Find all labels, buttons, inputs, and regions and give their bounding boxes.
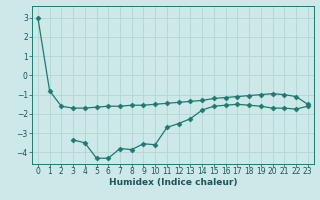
X-axis label: Humidex (Indice chaleur): Humidex (Indice chaleur)	[108, 178, 237, 187]
